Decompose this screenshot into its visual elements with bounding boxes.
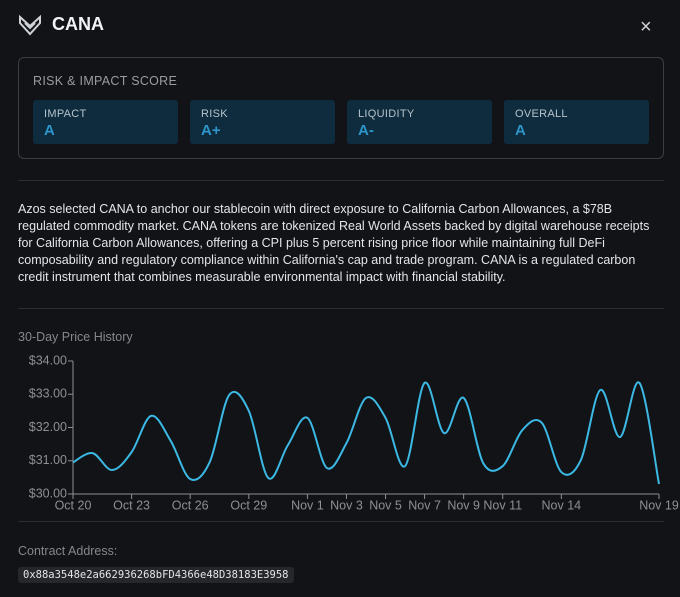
y-tick-label: $33.00 bbox=[29, 387, 67, 401]
x-tick-label: Oct 26 bbox=[172, 498, 209, 512]
score-card: OVERALL A bbox=[504, 100, 649, 144]
x-tick-label: Oct 23 bbox=[113, 498, 150, 512]
contract-address[interactable]: 0x88a3548e2a662936268bFD4366e48D38183E39… bbox=[18, 567, 294, 583]
score-label: IMPACT bbox=[44, 108, 87, 120]
close-button[interactable]: × bbox=[640, 16, 652, 38]
score-card: LIQUIDITY A- bbox=[347, 100, 492, 144]
y-tick-label: $32.00 bbox=[29, 420, 67, 434]
divider bbox=[18, 308, 664, 309]
y-tick-label: $31.00 bbox=[29, 453, 67, 467]
score-label: OVERALL bbox=[515, 108, 568, 120]
score-label: RISK bbox=[201, 108, 228, 120]
score-value: A bbox=[44, 122, 55, 139]
description: Azos selected CANA to anchor our stablec… bbox=[18, 202, 650, 284]
score-label: LIQUIDITY bbox=[358, 108, 415, 120]
divider bbox=[18, 180, 664, 181]
logo bbox=[19, 14, 41, 36]
chart: $30.00 $31.00 $32.00 $33.00 $34.00 Oct 20 Oct … bbox=[29, 353, 679, 512]
score-card: IMPACT A bbox=[33, 100, 178, 144]
x-tick-label: Nov 3 bbox=[330, 498, 363, 512]
score-card: RISK A+ bbox=[190, 100, 335, 144]
price-line bbox=[72, 381, 660, 485]
x-tick-label: Nov 11 bbox=[483, 498, 522, 512]
y-tick-label: $34.00 bbox=[29, 353, 67, 367]
x-tick-label: Nov 14 bbox=[542, 498, 582, 512]
x-tick-label: Nov 9 bbox=[447, 498, 480, 512]
x-tick-label: Nov 19 bbox=[639, 498, 679, 512]
title: CANA bbox=[52, 14, 104, 34]
x-tick-label: Nov 7 bbox=[408, 498, 441, 512]
x-tick-label: Nov 5 bbox=[369, 498, 402, 512]
x-tick-label: Nov 1 bbox=[291, 498, 324, 512]
score-panel: RISK & IMPACT SCORE IMPACT A RISK A+ LIQUIDI… bbox=[18, 57, 664, 159]
score-value: A bbox=[515, 122, 526, 139]
score-value: A+ bbox=[201, 122, 221, 139]
x-tick-label: Oct 20 bbox=[55, 498, 92, 512]
divider bbox=[18, 521, 664, 522]
chart-title: 30-Day Price History bbox=[18, 330, 133, 344]
contract-label: Contract Address: bbox=[18, 544, 118, 558]
x-tick-label: Oct 29 bbox=[230, 498, 267, 512]
y-tick-label: $30.00 bbox=[29, 486, 67, 500]
score-value: A- bbox=[358, 122, 374, 139]
score-title: RISK & IMPACT SCORE bbox=[33, 74, 178, 88]
